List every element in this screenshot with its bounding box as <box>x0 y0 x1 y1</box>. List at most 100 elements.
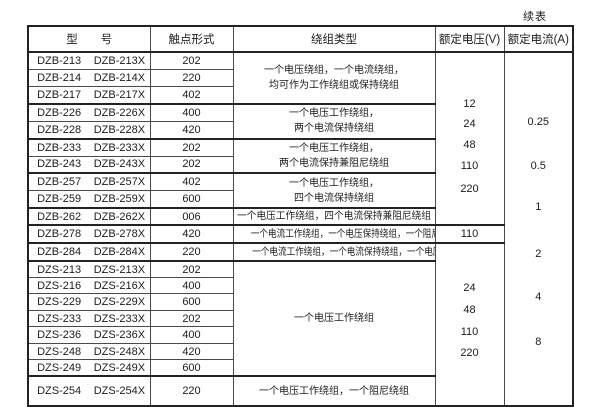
table-row: DZB-233 DZB-233X 202 一个电压工作绕组， 两个电流保持兼阻尼绕… <box>27 138 573 175</box>
model-cell: DZB-278 DZB-278X <box>27 224 151 245</box>
winding-line: 一个电流工作绕组，一个电压保持绕组，一个阻尼绕组 <box>250 228 434 240</box>
model-name: DZB-284 <box>37 246 82 259</box>
model-name: DZB-217 <box>37 89 82 102</box>
table-row: DZB-284 DZB-284X 220 一个电流工作绕组，一个电流保持绕组，一个… <box>27 242 573 407</box>
voltage-cell: 24 48 110 220 <box>434 242 505 407</box>
model-cell: DZB-262 DZB-262X <box>27 207 151 227</box>
voltage-value: 110 <box>460 160 479 172</box>
contact-cell: 400 <box>149 103 234 122</box>
contact-cell: 400 <box>149 326 234 344</box>
contact-cell: 420 <box>149 120 234 140</box>
header-contact-form: 触点形式 <box>149 25 234 53</box>
contact-cell: 402 <box>149 86 234 106</box>
table-row: DZB-214 DZB-214X 220 <box>27 68 573 88</box>
voltage-value: 220 <box>460 347 479 360</box>
table-row: DZB-259 DZB-259X 600 <box>27 190 573 210</box>
winding-line: 一个电流工作绕组，一个电流保持绕组，一个电压保持绕组 <box>251 246 434 258</box>
voltage-value: 220 <box>460 183 479 195</box>
contact-cell: 202 <box>149 155 234 175</box>
table-row: DZB-243 DZB-243X 202 <box>27 155 573 175</box>
model-cell: DZB-228 DZB-228X <box>27 120 151 140</box>
contact-cell: 420 <box>149 224 234 245</box>
table-row: DZS-213 DZS-213X 202 一个电压工作绕组 <box>27 260 573 378</box>
winding-line: 两个电流保持兼阻尼绕组 <box>279 158 389 170</box>
contact-cell: 202 <box>149 309 234 328</box>
model-cell: DZS-254 DZS-254X <box>27 375 151 407</box>
table-row: DZB-217 DZB-217X 402 <box>27 86 573 106</box>
winding-line: 均可作为工作绕组或保持绕组 <box>269 80 399 92</box>
model-cell: DZB-226 DZB-226X <box>27 103 151 122</box>
model-name-x: DZB-278X <box>93 228 146 241</box>
model-name-x: DZB-217X <box>93 89 146 102</box>
winding-cell: 一个电压工作绕组， 两个电流保持兼阻尼绕组 <box>232 138 436 175</box>
model-cell: DZS-216 DZS-216X <box>27 277 151 295</box>
model-name: DZS-233 <box>37 312 82 325</box>
winding-cell: 一个电压绕组，一个电流绕组， 均可作为工作绕组或保持绕组 <box>232 51 436 106</box>
model-name-x: DZB-243X <box>93 158 146 171</box>
model-name: DZS-229 <box>37 296 82 309</box>
model-name-x: DZS-236X <box>93 329 146 342</box>
contact-cell: 220 <box>149 375 234 407</box>
voltage-cell: 110 <box>434 224 505 245</box>
model-name: DZB-213 <box>37 54 82 67</box>
model-cell: DZS-249 DZS-249X <box>27 359 151 378</box>
model-cell: DZB-213 DZB-213X <box>27 51 151 70</box>
model-name: DZB-278 <box>37 228 82 241</box>
model-name: DZB-262 <box>37 210 82 223</box>
current-value: 4 <box>535 291 542 303</box>
winding-cell: 一个电压工作绕组，一个阻尼绕组 <box>232 375 436 407</box>
contact-cell: 402 <box>149 172 234 192</box>
table-row: DZS-229 DZS-229X 600 <box>27 293 573 311</box>
model-name: DZS-248 <box>37 345 82 358</box>
winding-cell: 一个电流工作绕组，一个电流保持绕组，一个电压保持绕组 <box>232 242 436 263</box>
model-name-x: DZB-259X <box>93 193 146 206</box>
model-name-x: DZS-254X <box>93 385 146 398</box>
winding-cell: 一个电压工作绕组 <box>232 260 436 378</box>
header-winding-type: 绕组类型 <box>232 25 436 53</box>
model-name-x: DZS-249X <box>93 361 146 374</box>
model-cell: DZB-243 DZB-243X <box>27 155 151 175</box>
voltage-value: 110 <box>460 326 479 339</box>
model-cell: DZB-214 DZB-214X <box>27 68 151 88</box>
model-name-x: DZB-214X <box>93 72 146 85</box>
voltage-value: 24 <box>463 118 476 130</box>
model-name-x: DZB-262X <box>93 210 146 223</box>
model-cell: DZS-233 DZS-233X <box>27 309 151 328</box>
model-name: DZB-228 <box>37 123 82 136</box>
model-name-x: DZB-257X <box>93 176 146 189</box>
model-name-x: DZB-213X <box>93 54 146 67</box>
current-value: 0.5 <box>530 160 546 172</box>
header-model: 型 号 <box>27 25 151 53</box>
voltage-value: 48 <box>463 304 476 317</box>
model-name-x: DZB-233X <box>93 141 146 154</box>
winding-cell: 一个电压工作绕组，四个电流保持兼阻尼绕组 <box>232 207 436 227</box>
model-name: DZS-236 <box>37 329 82 342</box>
header-rated-voltage: 额定电压(V) <box>434 25 505 53</box>
model-cell: DZB-284 DZB-284X <box>27 242 151 263</box>
model-name-x: DZB-226X <box>93 106 146 119</box>
model-name: DZS-213 <box>37 263 82 276</box>
contact-cell: 220 <box>149 242 234 263</box>
model-name: DZB-243 <box>37 158 82 171</box>
header-row: 型 号 触点形式 绕组类型 额定电压(V) 额定电流(A) <box>27 25 574 53</box>
model-name-x: DZS-248X <box>93 345 146 358</box>
winding-line: 一个电压工作绕组，一个阻尼绕组 <box>259 385 409 397</box>
table-row: DZB-278 DZB-278X 420 一个电流工作绕组，一个电压保持绕组，一个… <box>27 224 573 245</box>
winding-line: 两个电流保持绕组 <box>294 123 374 135</box>
current-value: 8 <box>535 336 542 348</box>
contact-cell: 220 <box>149 68 234 88</box>
voltage-value: 24 <box>463 282 476 295</box>
table-row: DZB-228 DZB-228X 420 <box>27 120 573 140</box>
model-name: DZB-259 <box>37 193 82 206</box>
model-cell: DZB-257 DZB-257X <box>27 172 151 192</box>
winding-line: 一个电压工作绕组 <box>294 313 374 325</box>
contact-cell: 600 <box>149 293 234 311</box>
winding-line: 一个电压工作绕组，四个电流保持兼阻尼绕组 <box>237 211 431 223</box>
voltage-value: 12 <box>463 98 476 110</box>
table-row: DZS-236 DZS-236X 400 <box>27 326 573 344</box>
contact-cell: 202 <box>149 138 234 157</box>
contact-cell: 202 <box>149 51 234 70</box>
model-name-x: DZS-233X <box>93 312 146 325</box>
contact-cell: 420 <box>149 342 234 361</box>
voltage-value: 48 <box>463 139 476 151</box>
